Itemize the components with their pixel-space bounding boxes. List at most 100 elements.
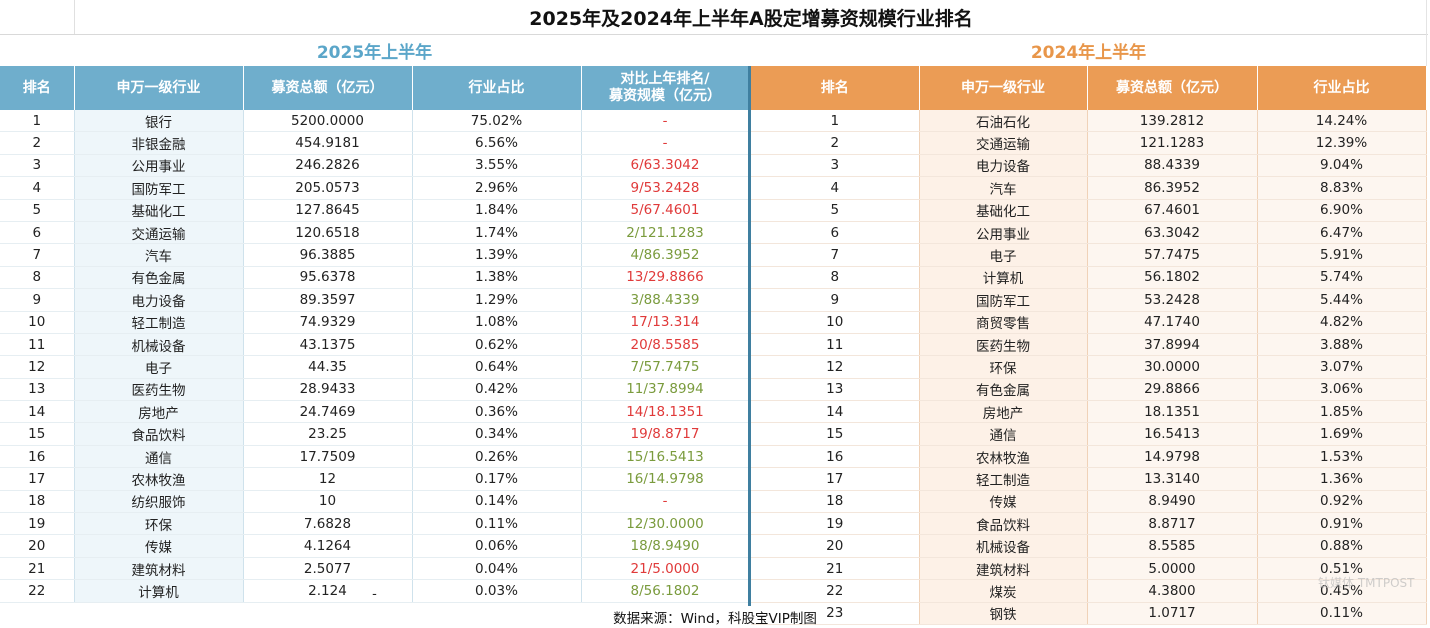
cell-amount: 13.3140 [1087,467,1258,491]
cell-industry: 煤炭 [919,579,1088,603]
cell-share: 12.39% [1257,131,1427,155]
table-divider [748,66,751,606]
heading-2025: 2025年上半年 [316,42,433,63]
cell-compare: 3/88.4339 [581,288,750,312]
cell-compare: 9/53.2428 [581,176,750,200]
cell-compare: 8/56.1802 [581,579,750,603]
table-row: 19 食品饮料 8.8717 0.91% [751,512,1427,536]
table-row: 22 煤炭 4.3800 0.45% [751,579,1427,603]
cell-amount: 44.35 [243,355,413,379]
cell-share: 0.06% [412,534,582,558]
cell-industry: 计算机 [919,266,1088,290]
cell-rank: 6 [751,221,920,245]
cell-industry: 传媒 [919,490,1088,514]
cell-share: 3.55% [412,154,582,178]
table-row: 10 轻工制造 74.9329 1.08% 17/13.314 [0,311,750,334]
table-row: 7 汽车 96.3885 1.39% 4/86.3952 [0,243,750,267]
cell-share: 1.36% [1257,467,1427,491]
table-row: 5 基础化工 67.4601 6.90% [751,199,1427,222]
table-row: 6 交通运输 120.6518 1.74% 2/121.1283 [0,221,750,245]
cell-compare: 20/8.5585 [581,333,750,357]
cell-amount: 127.8645 [243,199,413,222]
cell-compare: 14/18.1351 [581,400,750,424]
cell-industry: 医药生物 [74,378,244,402]
cell-rank: 5 [751,199,920,222]
cell-industry: 基础化工 [919,199,1088,222]
table-row: 19 环保 7.6828 0.11% 12/30.0000 [0,512,750,536]
cell-share: 1.53% [1257,445,1427,469]
cell-industry: 公用事业 [74,154,244,178]
cell-amount: 246.2826 [243,154,413,178]
corner-cell [0,0,75,35]
cell-rank: 22 [751,579,920,603]
cell-amount: 5.0000 [1087,557,1258,581]
cell-amount: 95.6378 [243,266,413,290]
cell-share: 0.11% [412,512,582,536]
cell-rank: 1 [751,110,920,133]
cell-amount: 88.4339 [1087,154,1258,178]
header-rank: 排名 [0,66,75,110]
cell-industry: 建筑材料 [919,557,1088,581]
cell-share: 6.90% [1257,199,1427,222]
table-row: 13 有色金属 29.8866 3.06% [751,378,1427,402]
cell-compare: 2/121.1283 [581,221,750,245]
cell-amount: 8.8717 [1087,512,1258,536]
cell-rank: 13 [751,378,920,402]
table-row: 9 国防军工 53.2428 5.44% [751,288,1427,312]
cell-rank: 12 [0,355,75,379]
header-amount: 募资总额（亿元） [243,66,413,110]
cell-share: 5.74% [1257,266,1427,290]
table-row: 20 机械设备 8.5585 0.88% [751,534,1427,558]
table-row: 16 通信 17.7509 0.26% 15/16.5413 [0,445,750,469]
cell-amount: 86.3952 [1087,176,1258,200]
cell-share: 0.91% [1257,512,1427,536]
cell-industry: 通信 [919,422,1088,446]
table-row: 4 国防军工 205.0573 2.96% 9/53.2428 [0,176,750,200]
table-row: 2 非银金融 454.9181 6.56% - [0,131,750,155]
cell-rank: 3 [751,154,920,178]
cell-compare: 17/13.314 [581,311,750,334]
cell-share: 0.03% [412,579,582,603]
cell-amount: 67.4601 [1087,199,1258,222]
cell-industry: 有色金属 [74,266,244,290]
cell-industry: 食品饮料 [919,512,1088,536]
cell-industry: 有色金属 [919,378,1088,402]
cell-industry: 国防军工 [919,288,1088,312]
cell-industry: 电子 [919,243,1088,267]
cell-amount: 4.1264 [243,534,413,558]
cell-rank: 9 [751,288,920,312]
cell-industry: 机械设备 [74,333,244,357]
cell-share: 0.42% [412,378,582,402]
left-footer-dash: - [372,587,377,602]
cell-compare: 18/8.9490 [581,534,750,558]
cell-industry: 国防军工 [74,176,244,200]
cell-amount: 29.8866 [1087,378,1258,402]
cell-amount: 205.0573 [243,176,413,200]
table-row: 16 农林牧渔 14.9798 1.53% [751,445,1427,469]
cell-compare: - [581,490,750,514]
cell-rank: 10 [0,311,75,334]
table-header-row: 排名 申万一级行业 募资总额（亿元） 行业占比 [751,66,1427,110]
cell-amount: 8.9490 [1087,490,1258,514]
cell-share: 0.04% [412,557,582,581]
cell-share: 0.26% [412,445,582,469]
cell-share: 3.07% [1257,355,1427,379]
cell-compare: 21/5.0000 [581,557,750,581]
table-row: 22 计算机 2.124 0.03% 8/56.1802 [0,579,750,603]
cell-rank: 19 [0,512,75,536]
cell-share: 75.02% [412,110,582,133]
cell-amount: 57.7475 [1087,243,1258,267]
cell-industry: 汽车 [74,243,244,267]
cell-amount: 121.1283 [1087,131,1258,155]
cell-industry: 计算机 [74,579,244,603]
cell-rank: 18 [751,490,920,514]
source-note: 数据来源：Wind，科股宝VIP制图 [613,611,817,627]
cell-compare: 5/67.4601 [581,199,750,222]
cell-share: 0.62% [412,333,582,357]
cell-industry: 医药生物 [919,333,1088,357]
cell-industry: 环保 [74,512,244,536]
cell-industry: 石油石化 [919,110,1088,133]
cell-amount: 17.7509 [243,445,413,469]
header-share: 行业占比 [412,66,582,110]
